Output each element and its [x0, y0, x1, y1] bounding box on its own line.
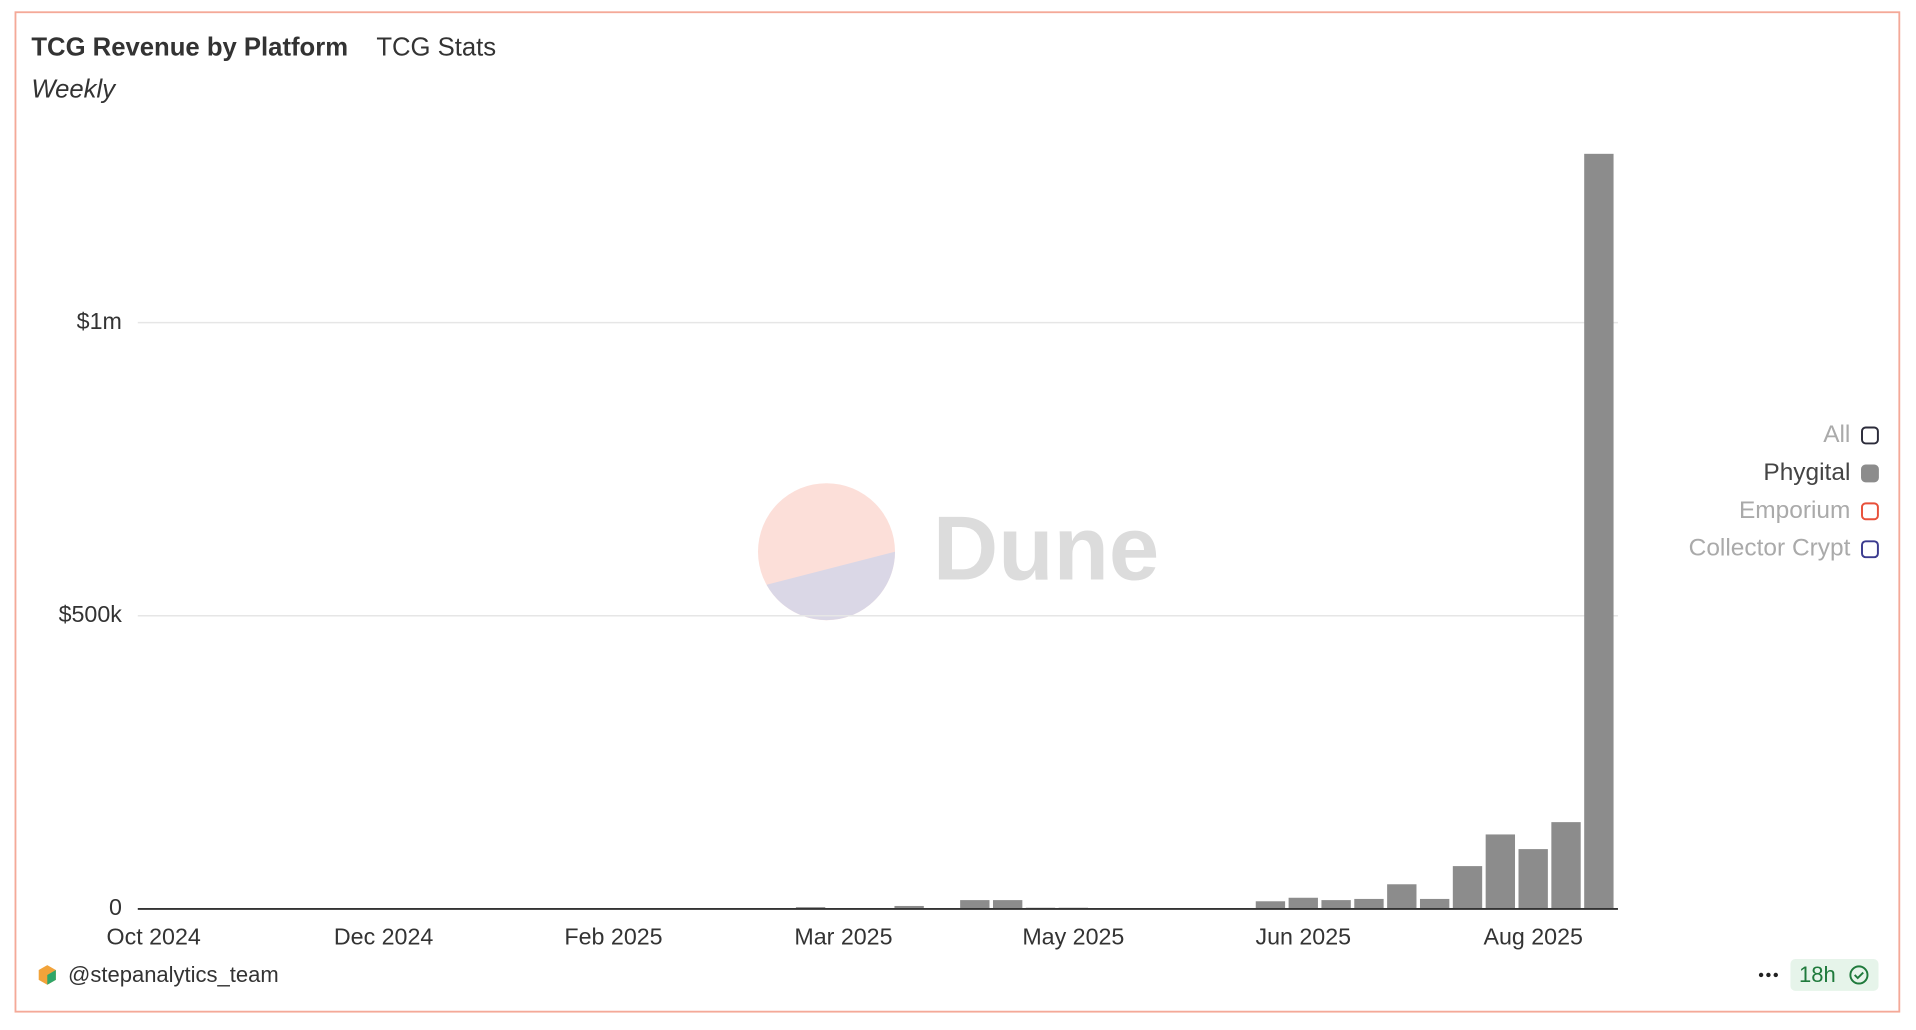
bar [960, 900, 990, 909]
x-tick-label: Mar 2025 [794, 923, 892, 949]
bar [1584, 153, 1614, 909]
bar [1452, 866, 1483, 909]
dot [1773, 972, 1778, 978]
bar [1419, 898, 1450, 909]
watermark-text: Dune [933, 498, 1159, 599]
watermark-logo-slice [766, 551, 896, 621]
dot [1758, 972, 1764, 978]
y-tick-label: $1m [77, 308, 122, 334]
check-icon [1849, 965, 1869, 985]
bar [894, 905, 924, 909]
bar [1255, 901, 1286, 909]
legend-swatch [1861, 426, 1879, 445]
bar [1485, 834, 1516, 909]
legend-swatch [1861, 540, 1879, 559]
bar [1387, 884, 1417, 909]
check-mark [1853, 971, 1864, 980]
author-icon-part [47, 970, 56, 985]
dot [1766, 972, 1771, 978]
x-tick-label: Dec 2024 [334, 923, 434, 949]
chart-note: Weekly [31, 75, 117, 103]
x-tick-label: Aug 2025 [1483, 923, 1582, 949]
y-tick-label: $500k [59, 601, 123, 627]
x-tick-label: Feb 2025 [564, 923, 662, 949]
bar [992, 900, 1023, 909]
chart-subtitle: TCG Stats [376, 34, 496, 62]
x-tick-label: Oct 2024 [107, 923, 201, 949]
y-tick-label: 0 [109, 894, 122, 920]
bar [1518, 849, 1548, 909]
chart-title: TCG Revenue by Platform [31, 34, 348, 62]
more-menu[interactable] [1758, 972, 1778, 978]
bar [1321, 900, 1351, 909]
watermark: Dune [757, 483, 1159, 621]
legend-label[interactable]: Phygital [1763, 459, 1850, 486]
legend-swatch [1861, 464, 1879, 483]
author[interactable]: @stepanalytics_team [68, 962, 279, 987]
bar [1354, 898, 1384, 909]
x-tick-label: Jun 2025 [1255, 923, 1351, 949]
x-tick-label: May 2025 [1022, 923, 1124, 949]
legend-label[interactable]: Collector Crypt [1689, 535, 1851, 562]
bar [1288, 897, 1318, 909]
bar [1551, 822, 1581, 909]
legend-swatch [1861, 502, 1879, 521]
footer: @stepanalytics_team 18h [38, 959, 1879, 991]
legend-label[interactable]: Emporium [1739, 497, 1850, 524]
freshness: 18h [1799, 962, 1836, 987]
legend-label[interactable]: All [1823, 421, 1850, 448]
